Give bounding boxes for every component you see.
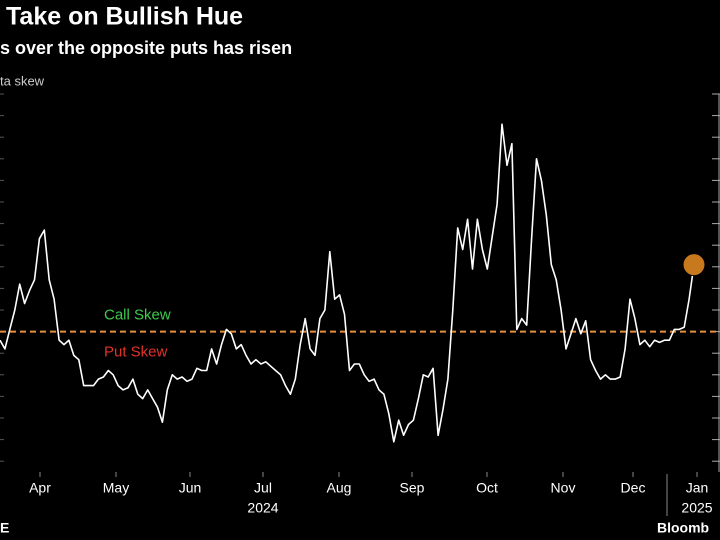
line: [0, 123, 695, 443]
year-label: 2025: [681, 500, 712, 516]
chart-subtitle: s over the opposite puts has risen: [0, 38, 292, 58]
x-tick-label: Nov: [551, 480, 576, 496]
annotation: Put Skew: [104, 344, 168, 361]
brand: Bloomb: [657, 520, 709, 536]
year-label: 2024: [247, 500, 278, 516]
x-tick-label: Dec: [621, 480, 646, 496]
x-tick-label: Jul: [254, 480, 272, 496]
last-point: [682, 253, 706, 277]
x-tick-label: Sep: [400, 480, 425, 496]
annotation: Call Skew: [104, 307, 171, 324]
x-tick-label: Jan: [686, 480, 709, 496]
x-tick-label: Oct: [476, 480, 498, 496]
y-axis-label: ta skew: [0, 73, 45, 88]
x-tick-label: Aug: [327, 480, 352, 496]
x-tick-label: Jun: [179, 480, 202, 496]
source: E: [0, 520, 9, 536]
x-tick-label: Apr: [29, 480, 51, 496]
chart-title: Take on Bullish Hue: [6, 3, 243, 31]
x-tick-label: May: [103, 480, 129, 496]
